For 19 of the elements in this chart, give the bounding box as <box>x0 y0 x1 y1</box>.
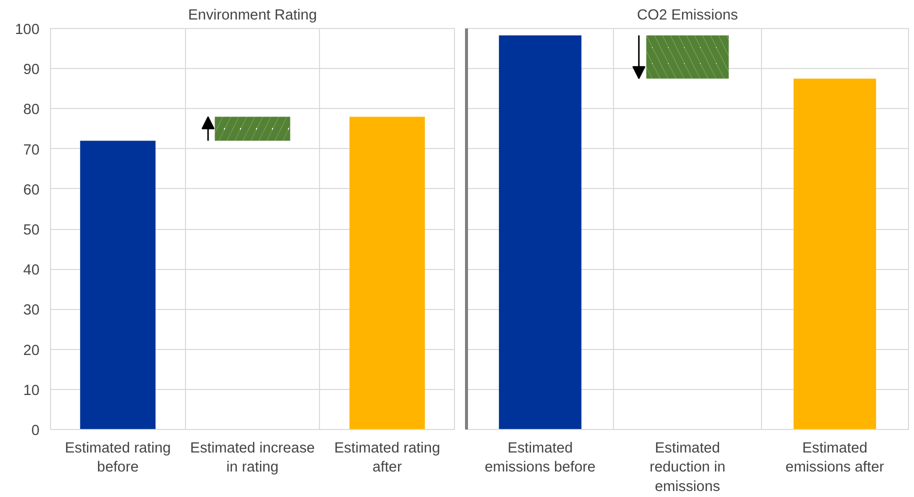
y-tick-label: 0 <box>31 423 40 439</box>
y-tick-label: 60 <box>23 182 40 198</box>
y-tick-label: 30 <box>23 302 40 319</box>
x-tick-label: Estimated emissions after <box>786 440 884 476</box>
y-tick-label: 70 <box>23 142 40 158</box>
y-tick-label: 20 <box>23 342 40 359</box>
x-tick-label: Estimated rating before <box>64 440 171 476</box>
y-tick-label: 10 <box>23 382 40 399</box>
y-tick-label: 90 <box>23 62 40 78</box>
x-tick-label: Estimated increase in rating <box>190 440 315 476</box>
x-tick-label: Estimated reduction in emissions <box>650 440 726 495</box>
y-tick-label: 50 <box>23 222 40 238</box>
x-tick-label: Estimated emissions before <box>484 440 596 476</box>
y-tick-label: 80 <box>23 102 40 118</box>
chart-title: Environment Rating <box>188 8 317 24</box>
y-tick-label: 100 <box>15 22 40 38</box>
y-tick-label: 40 <box>23 262 40 279</box>
chart-title: CO2 Emissions <box>637 8 738 24</box>
x-tick-label: Estimated rating after <box>334 440 440 476</box>
